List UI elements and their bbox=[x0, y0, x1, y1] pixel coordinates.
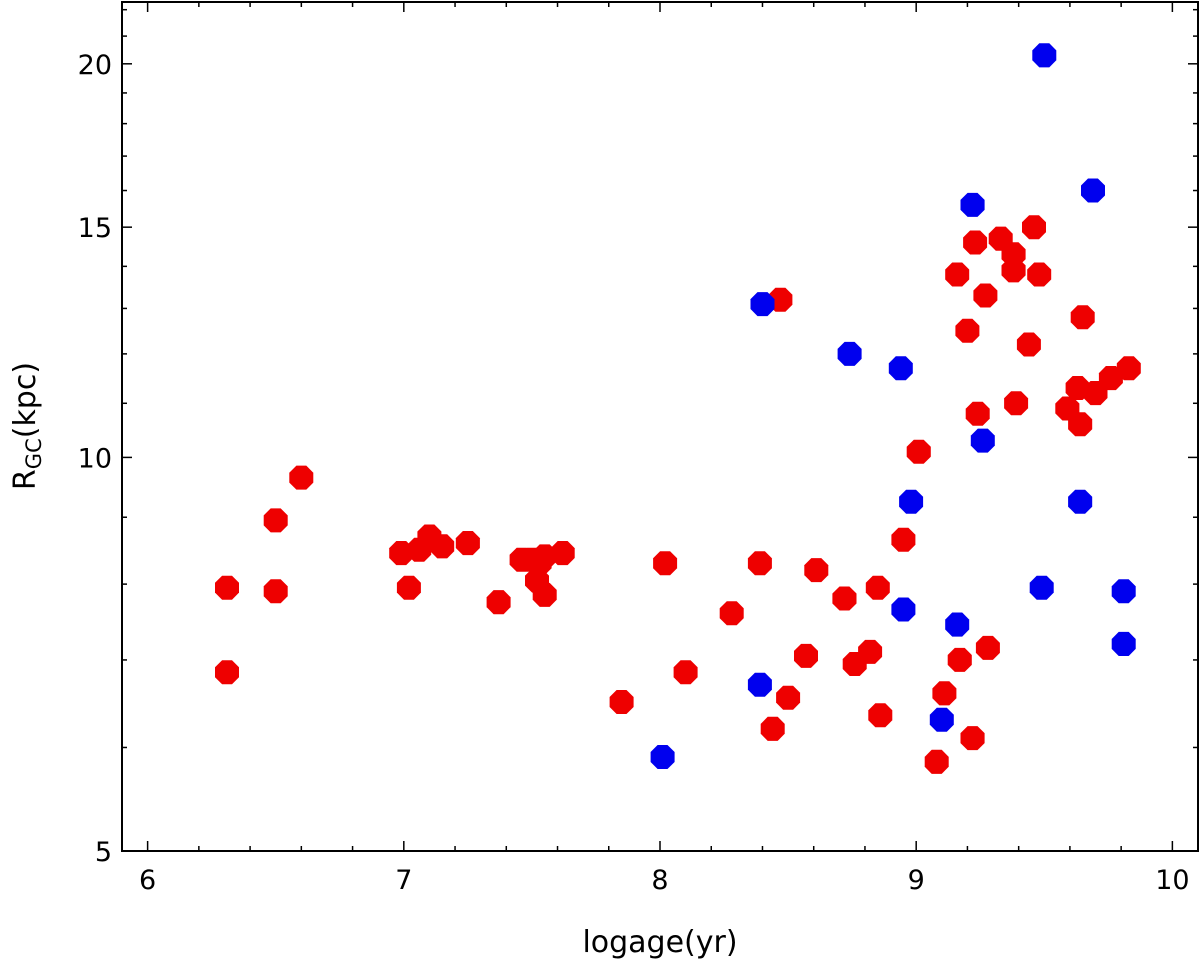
blue-data-point bbox=[891, 597, 916, 622]
red-data-point bbox=[747, 551, 772, 576]
red-data-point bbox=[673, 660, 698, 685]
red-data-point bbox=[289, 465, 314, 490]
red-data-point bbox=[215, 575, 239, 600]
y-axis-label: RGC(kpc) bbox=[8, 362, 46, 490]
y-axis: 5 10 15 20 bbox=[78, 8, 1198, 868]
red-data-point bbox=[1001, 258, 1026, 283]
blue-data-point bbox=[1111, 579, 1136, 604]
x-tick-label: 7 bbox=[395, 865, 412, 896]
red-data-point bbox=[760, 716, 785, 741]
red-data-point bbox=[1116, 356, 1141, 381]
red-data-point bbox=[653, 551, 678, 576]
x-axis: 6 7 8 9 10 bbox=[139, 2, 1190, 896]
red-data-point bbox=[963, 230, 988, 255]
red-data-point bbox=[396, 575, 421, 600]
red-data-point bbox=[430, 534, 455, 559]
blue-data-point bbox=[750, 292, 775, 317]
plot-area bbox=[121, 1, 1199, 852]
x-tick-label: 6 bbox=[139, 865, 156, 896]
red-data-point bbox=[865, 575, 890, 600]
blue-data-point bbox=[970, 428, 995, 453]
x-tick-label: 10 bbox=[1155, 865, 1189, 896]
blue-data-point bbox=[945, 612, 970, 637]
y-axis-label-main: R bbox=[8, 469, 43, 490]
red-data-point bbox=[868, 703, 893, 728]
red-data-point bbox=[1070, 305, 1095, 330]
blue-data-point bbox=[1032, 43, 1057, 68]
red-data-point bbox=[1083, 381, 1108, 406]
red-data-point bbox=[532, 582, 557, 607]
blue-data-point bbox=[650, 745, 675, 769]
red-data-point bbox=[975, 635, 1000, 660]
blue-data-point bbox=[1029, 575, 1054, 600]
red-data-point bbox=[215, 660, 239, 685]
blue-data-point bbox=[1068, 489, 1093, 514]
red-data-point bbox=[804, 558, 829, 583]
blue-data-point bbox=[960, 192, 985, 217]
data-points bbox=[215, 43, 1141, 774]
red-data-point bbox=[965, 401, 990, 426]
y-tick-label: 15 bbox=[78, 213, 112, 244]
red-data-point bbox=[924, 749, 949, 774]
red-data-point bbox=[776, 685, 801, 710]
y-axis-label-subscript: GC bbox=[22, 438, 46, 469]
blue-data-point bbox=[929, 707, 954, 732]
y-tick-label: 5 bbox=[95, 837, 112, 868]
red-data-point bbox=[1022, 215, 1046, 240]
blue-data-point bbox=[899, 489, 924, 514]
red-data-point bbox=[960, 726, 985, 751]
blue-data-point bbox=[888, 356, 913, 381]
y-tick-label: 20 bbox=[78, 50, 112, 81]
red-data-point bbox=[891, 527, 916, 552]
x-axis-label: logage(yr) bbox=[582, 925, 737, 959]
red-data-point bbox=[263, 579, 288, 604]
red-data-point bbox=[486, 590, 511, 615]
red-data-point bbox=[550, 541, 575, 566]
red-data-point bbox=[955, 318, 980, 343]
y-axis-label-suffix: (kpc) bbox=[8, 362, 43, 438]
red-data-point bbox=[455, 531, 480, 556]
blue-data-point bbox=[747, 672, 772, 697]
blue-data-point bbox=[1111, 631, 1136, 656]
red-data-point bbox=[947, 647, 972, 672]
red-data-point bbox=[1016, 332, 1041, 357]
red-data-point bbox=[1004, 391, 1029, 416]
x-tick-label: 8 bbox=[651, 865, 668, 896]
red-data-point bbox=[945, 262, 970, 287]
red-data-point bbox=[932, 681, 957, 706]
red-data-point bbox=[719, 601, 744, 626]
blue-data-point bbox=[1081, 178, 1105, 203]
red-data-point bbox=[858, 639, 883, 664]
red-data-point bbox=[1027, 262, 1052, 287]
red-data-point bbox=[794, 643, 818, 668]
red-data-point bbox=[973, 283, 998, 308]
red-data-point bbox=[906, 439, 931, 464]
blue-data-point bbox=[837, 341, 862, 366]
red-data-point bbox=[263, 508, 288, 533]
red-data-point bbox=[609, 690, 634, 714]
red-data-point bbox=[832, 586, 857, 611]
red-data-point bbox=[1068, 412, 1093, 437]
y-tick-label: 10 bbox=[78, 443, 112, 474]
x-tick-label: 9 bbox=[908, 865, 925, 896]
